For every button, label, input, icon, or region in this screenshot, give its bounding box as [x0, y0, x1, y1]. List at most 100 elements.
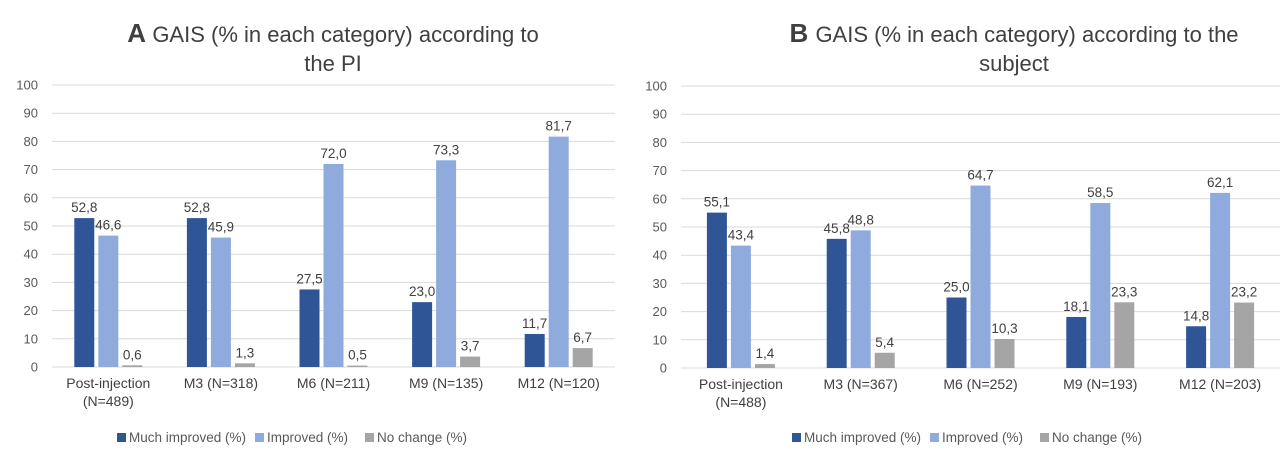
legend-label: No change (%) [1052, 430, 1142, 445]
y-tick-label: 0 [660, 361, 667, 376]
data-label: 58,5 [1087, 185, 1113, 200]
data-label: 48,8 [848, 212, 874, 227]
data-label: 10,3 [991, 321, 1017, 336]
bar [234, 363, 255, 367]
x-tick-label: M9 (N=135) [409, 375, 483, 391]
legend-label: No change (%) [377, 430, 467, 445]
data-label: 27,5 [296, 271, 322, 286]
y-tick-label: 100 [645, 79, 667, 94]
x-tick-label: M12 (N=120) [518, 375, 600, 391]
data-label: 72,0 [320, 146, 346, 161]
data-label: 0,5 [348, 348, 367, 363]
chart-title-line: subject [979, 51, 1049, 76]
x-tick-label: M6 (N=211) [297, 375, 370, 391]
bar [970, 185, 991, 368]
data-label: 45,9 [208, 220, 234, 235]
y-tick-label: 10 [24, 331, 38, 346]
y-tick-label: 50 [24, 219, 38, 234]
x-tick-label: M9 (N=193) [1063, 376, 1137, 392]
bar [754, 364, 775, 368]
bar [850, 230, 871, 368]
y-tick-label: 70 [653, 163, 667, 178]
y-tick-label: 100 [16, 78, 38, 93]
bar [946, 297, 967, 368]
data-label: 1,4 [756, 346, 775, 361]
data-label: 18,1 [1063, 299, 1089, 314]
legend-swatch [255, 433, 264, 442]
data-label: 52,8 [71, 200, 97, 215]
data-label: 81,7 [546, 119, 572, 134]
x-tick-label: (N=489) [83, 393, 134, 409]
y-tick-label: 20 [24, 303, 38, 318]
data-label: 14,8 [1183, 308, 1209, 323]
bar [347, 365, 368, 367]
data-label: 25,0 [943, 280, 969, 295]
bar [299, 289, 320, 367]
bar [1066, 316, 1087, 368]
legend-swatch [930, 433, 939, 442]
y-tick-label: 30 [24, 275, 38, 290]
bar [74, 218, 95, 367]
legend-label: Improved (%) [942, 430, 1023, 445]
chart-b: B GAIS (% in each category) according to… [645, 18, 1280, 445]
legend-label: Improved (%) [267, 430, 348, 445]
data-label: 23,2 [1231, 285, 1257, 300]
legend-label: Much improved (%) [129, 430, 246, 445]
x-tick-label: M6 (N=252) [943, 376, 1017, 392]
chart-title-line: A GAIS (% in each category) according to [127, 18, 538, 48]
bar [1114, 302, 1135, 368]
data-label: 52,8 [184, 200, 210, 215]
data-label: 73,3 [433, 142, 459, 157]
data-label: 0,6 [123, 347, 142, 362]
y-tick-label: 40 [653, 248, 667, 263]
chart-title-line: B GAIS (% in each category) according to… [789, 18, 1238, 48]
data-label: 62,1 [1207, 175, 1233, 190]
y-tick-label: 90 [24, 106, 38, 121]
bar [122, 365, 143, 367]
y-tick-label: 40 [24, 247, 38, 262]
y-tick-label: 10 [653, 332, 667, 347]
panel-letter: B [789, 18, 815, 48]
legend-swatch [792, 433, 801, 442]
bar [1210, 192, 1231, 368]
bar [1234, 302, 1255, 368]
bar [210, 237, 231, 367]
bar [524, 334, 545, 367]
panel-letter: A [127, 18, 152, 48]
bar [436, 160, 457, 367]
bar [186, 218, 207, 367]
bar [98, 235, 119, 367]
data-label: 45,8 [824, 221, 850, 236]
bar [1090, 203, 1111, 368]
y-tick-label: 90 [653, 107, 667, 122]
data-label: 23,0 [409, 284, 435, 299]
y-tick-label: 50 [653, 220, 667, 235]
y-tick-label: 80 [653, 135, 667, 150]
y-tick-label: 60 [24, 190, 38, 205]
data-label: 46,6 [95, 218, 121, 233]
x-tick-label: M3 (N=318) [184, 375, 258, 391]
data-label: 3,7 [461, 339, 480, 354]
y-tick-label: 70 [24, 162, 38, 177]
bar [874, 352, 895, 368]
y-tick-label: 20 [653, 304, 667, 319]
x-tick-label: Post-injection [699, 376, 783, 392]
chart-a: A GAIS (% in each category) according to… [16, 18, 615, 445]
legend-label: Much improved (%) [804, 430, 921, 445]
y-tick-label: 60 [653, 191, 667, 206]
legend-swatch [1040, 433, 1049, 442]
bar [730, 245, 751, 368]
data-label: 64,7 [967, 168, 993, 183]
bar [1186, 326, 1207, 368]
legend-swatch [117, 433, 126, 442]
data-label: 55,1 [704, 195, 730, 210]
data-label: 6,7 [573, 330, 592, 345]
bar [412, 302, 433, 367]
x-tick-label: M12 (N=203) [1179, 376, 1261, 392]
data-label: 23,3 [1111, 284, 1137, 299]
bar [323, 163, 344, 367]
bar [826, 238, 847, 368]
bar [548, 136, 569, 367]
data-label: 11,7 [522, 316, 547, 331]
